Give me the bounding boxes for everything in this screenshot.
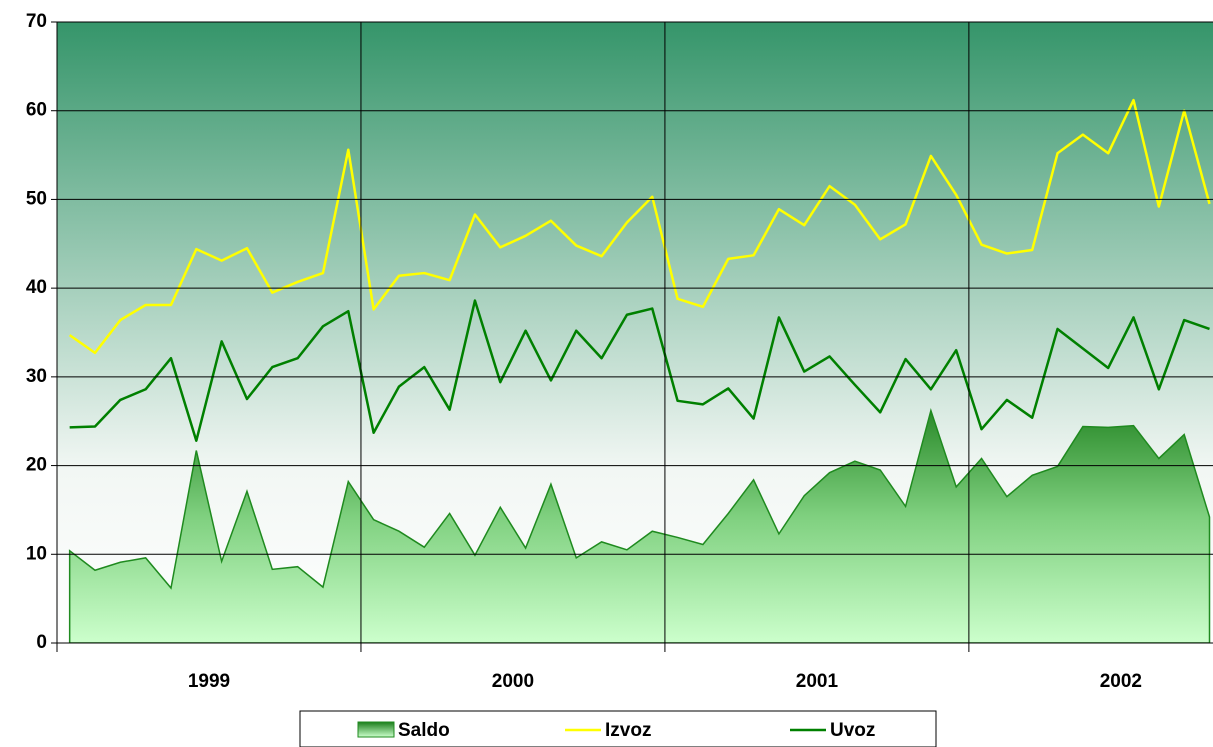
- axes: [51, 21, 1213, 652]
- area: [68, 407, 1211, 643]
- legend-label: Saldo: [398, 720, 450, 741]
- legend: [299, 710, 937, 747]
- y-tick-label: 50: [26, 188, 47, 209]
- y-tick-label: 10: [26, 543, 47, 564]
- x-group-label: 2000: [492, 671, 534, 692]
- x-group-label: 1999: [188, 671, 230, 692]
- y-tick-label: 30: [26, 366, 47, 387]
- legend-label: Izvoz: [605, 720, 651, 741]
- line: [68, 98, 1211, 355]
- legend-label: Uvoz: [830, 720, 875, 741]
- x-group-label: 2002: [1100, 671, 1142, 692]
- plot: [68, 98, 1211, 643]
- y-tick-label: 0: [36, 632, 47, 653]
- y-tick-label: 40: [26, 277, 47, 298]
- y-tick-label: 20: [26, 455, 47, 476]
- x-group-label: 2001: [796, 671, 839, 692]
- y-tick-label: 70: [26, 11, 47, 32]
- line: [69, 299, 1210, 442]
- y-tick-label: 60: [26, 100, 47, 121]
- legend-swatch: [357, 721, 395, 738]
